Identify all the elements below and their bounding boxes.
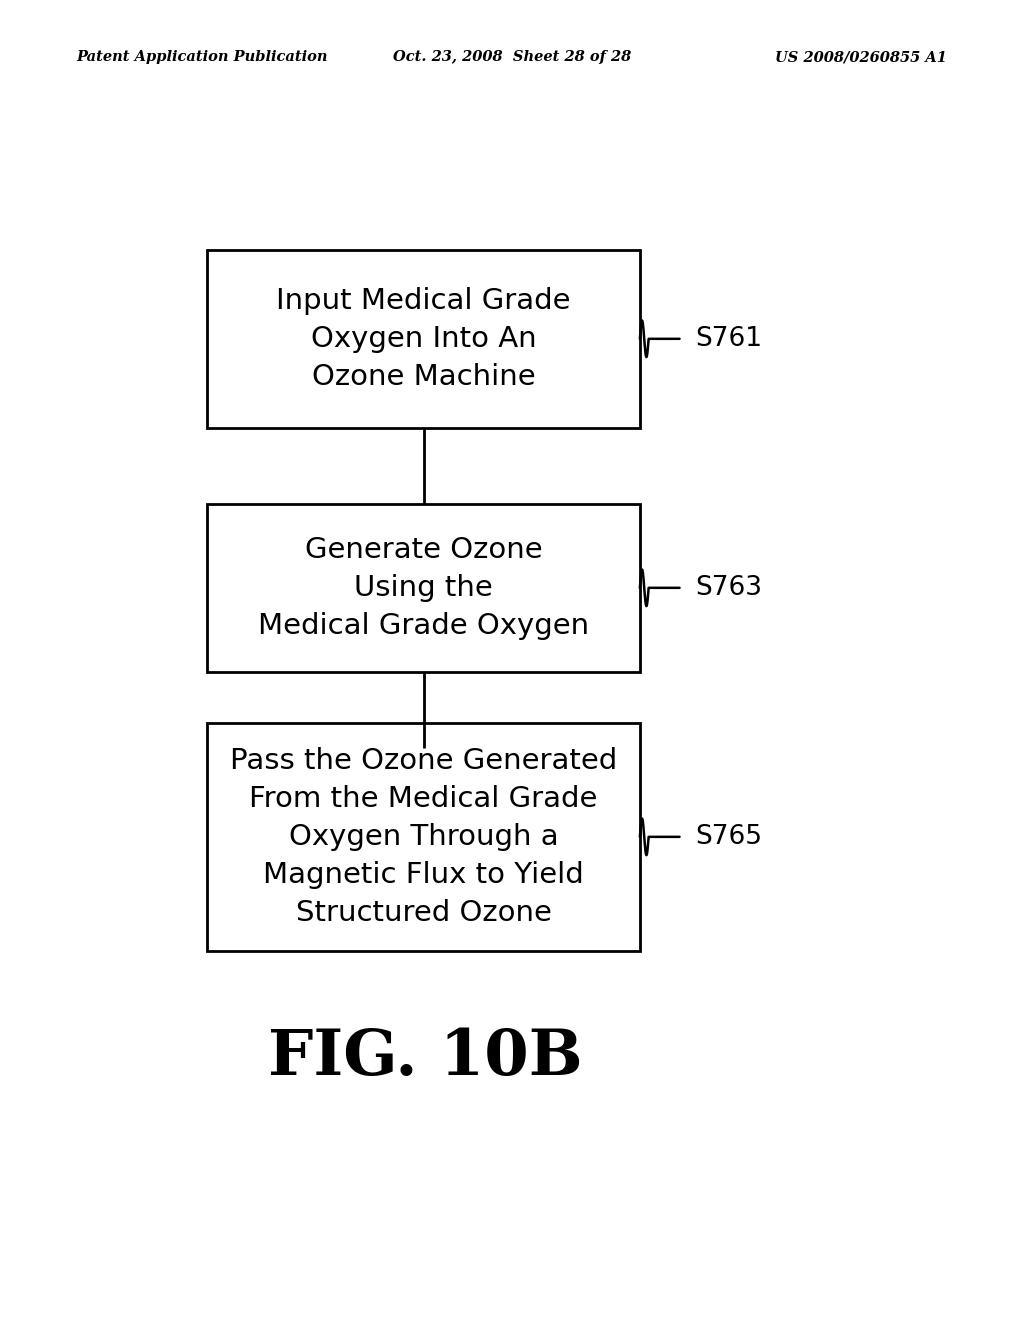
Text: S763: S763 — [695, 574, 763, 601]
Bar — [207, 249, 640, 428]
Text: Generate Ozone
Using the
Medical Grade Oxygen: Generate Ozone Using the Medical Grade O… — [258, 536, 589, 640]
Bar — [207, 504, 640, 672]
Text: S761: S761 — [695, 326, 763, 352]
Text: Pass the Ozone Generated
From the Medical Grade
Oxygen Through a
Magnetic Flux t: Pass the Ozone Generated From the Medica… — [230, 747, 617, 927]
Bar — [207, 722, 640, 952]
Text: S765: S765 — [695, 824, 763, 850]
Text: Patent Application Publication: Patent Application Publication — [77, 50, 329, 65]
Text: US 2008/0260855 A1: US 2008/0260855 A1 — [775, 50, 947, 65]
Text: Input Medical Grade
Oxygen Into An
Ozone Machine: Input Medical Grade Oxygen Into An Ozone… — [276, 286, 570, 391]
Text: Oct. 23, 2008  Sheet 28 of 28: Oct. 23, 2008 Sheet 28 of 28 — [393, 50, 631, 65]
Text: FIG. 10B: FIG. 10B — [268, 1027, 583, 1089]
